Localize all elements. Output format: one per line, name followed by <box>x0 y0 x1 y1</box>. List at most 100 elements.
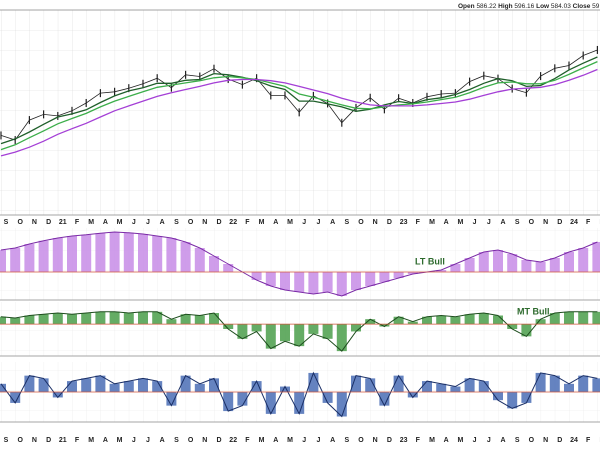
price-bar <box>284 91 286 100</box>
x-tick-label: F <box>416 437 421 444</box>
x-tick-label: 21 <box>59 219 67 226</box>
x-tick-label: N <box>202 437 207 444</box>
x-tick-label: M <box>117 437 123 444</box>
x-tick-label: 24 <box>570 219 578 226</box>
price-bar <box>483 71 485 80</box>
price-bar <box>57 111 59 120</box>
x-tick-label: M <box>287 219 293 226</box>
x-tick-label: F <box>75 437 80 444</box>
x-tick-label: M <box>457 437 463 444</box>
x-tick-label: M <box>117 219 123 226</box>
price-bar <box>525 88 527 97</box>
price-bar <box>369 93 371 102</box>
x-tick-label: A <box>444 219 449 226</box>
x-tick-label: J <box>316 219 320 226</box>
price-bar <box>312 91 314 100</box>
x-tick-label: 23 <box>400 219 408 226</box>
x-tick-label: M <box>259 437 265 444</box>
price-bar <box>554 64 556 73</box>
price-bar <box>185 70 187 79</box>
x-tick-label: O <box>188 437 194 444</box>
x-tick-label: N <box>32 219 37 226</box>
price-bar <box>28 116 30 125</box>
moving-average <box>0 56 598 145</box>
header-label: High <box>498 3 512 10</box>
x-tick-label: A <box>500 437 505 444</box>
x-tick-label: F <box>245 219 250 226</box>
price-bar <box>227 75 229 84</box>
price-bar <box>582 51 584 60</box>
x-tick-label: A <box>444 437 449 444</box>
x-tick-label: J <box>473 219 477 226</box>
x-tick-label: O <box>529 437 535 444</box>
x-tick-label: A <box>103 219 108 226</box>
x-tick-label: J <box>487 219 491 226</box>
x-tick-label: 22 <box>229 219 237 226</box>
x-tick-label: D <box>557 437 562 444</box>
ohlc-header: Open 586.22 High 596.16 Low 584.03 Close… <box>458 3 600 10</box>
x-tick-label: N <box>373 219 378 226</box>
x-tick-label: A <box>330 219 335 226</box>
price-bar <box>213 64 215 73</box>
price-bar <box>298 108 300 117</box>
x-tick-label: 21 <box>59 437 67 444</box>
indicator-line <box>0 311 598 352</box>
price-bar <box>469 77 471 86</box>
x-tick-label: F <box>245 437 250 444</box>
x-tick-label: F <box>75 219 80 226</box>
x-tick-label: J <box>146 437 150 444</box>
x-tick-label: M <box>259 219 265 226</box>
x-tick-label: S <box>515 219 520 226</box>
price-bar <box>596 45 598 54</box>
indicator-label: LT Bull <box>415 256 445 266</box>
price-bar <box>99 89 101 98</box>
x-tick-label: O <box>188 219 194 226</box>
price-bar <box>241 80 243 89</box>
x-tick-label: F <box>416 219 421 226</box>
header-value: 59 <box>592 3 600 10</box>
header-value: 586.22 <box>476 3 496 10</box>
x-tick-label: A <box>160 219 165 226</box>
x-tick-label: 24 <box>570 437 578 444</box>
header-label: Low <box>536 3 550 10</box>
price-bar <box>440 90 442 99</box>
x-tick-label: S <box>4 219 9 226</box>
price-bar <box>170 83 172 92</box>
x-tick-label: S <box>174 437 179 444</box>
price-bar <box>270 91 272 100</box>
price-bar <box>426 92 428 101</box>
x-tick-label: N <box>373 437 378 444</box>
price-bar <box>341 118 343 127</box>
x-tick-label: N <box>543 437 548 444</box>
x-tick-label: M <box>429 437 435 444</box>
moving-average <box>0 68 598 157</box>
x-tick-label: A <box>500 219 505 226</box>
x-tick-label: 23 <box>400 437 408 444</box>
x-tick-label: A <box>103 437 108 444</box>
x-tick-label: D <box>216 219 221 226</box>
price-bar <box>156 74 158 83</box>
x-tick-label: A <box>273 219 278 226</box>
x-tick-label: J <box>146 219 150 226</box>
price-bar <box>0 131 2 140</box>
price-bar <box>398 94 400 103</box>
indicator-label: MT Bull <box>517 306 550 316</box>
x-tick-label: S <box>515 437 520 444</box>
price-bar <box>540 72 542 81</box>
grid <box>0 10 600 215</box>
x-tick-label: D <box>216 437 221 444</box>
price-bar <box>142 79 144 88</box>
x-tick-label: J <box>302 437 306 444</box>
moving-average <box>0 61 598 151</box>
x-tick-label: N <box>202 219 207 226</box>
x-tick-label: O <box>358 437 364 444</box>
x-tick-label: D <box>46 219 51 226</box>
x-tick-label: S <box>174 219 179 226</box>
price-bar <box>85 98 87 107</box>
price-bar <box>71 106 73 115</box>
x-tick-label: A <box>330 437 335 444</box>
x-tick-label: J <box>132 219 136 226</box>
x-tick-label: O <box>358 219 364 226</box>
price-bar <box>128 84 130 93</box>
